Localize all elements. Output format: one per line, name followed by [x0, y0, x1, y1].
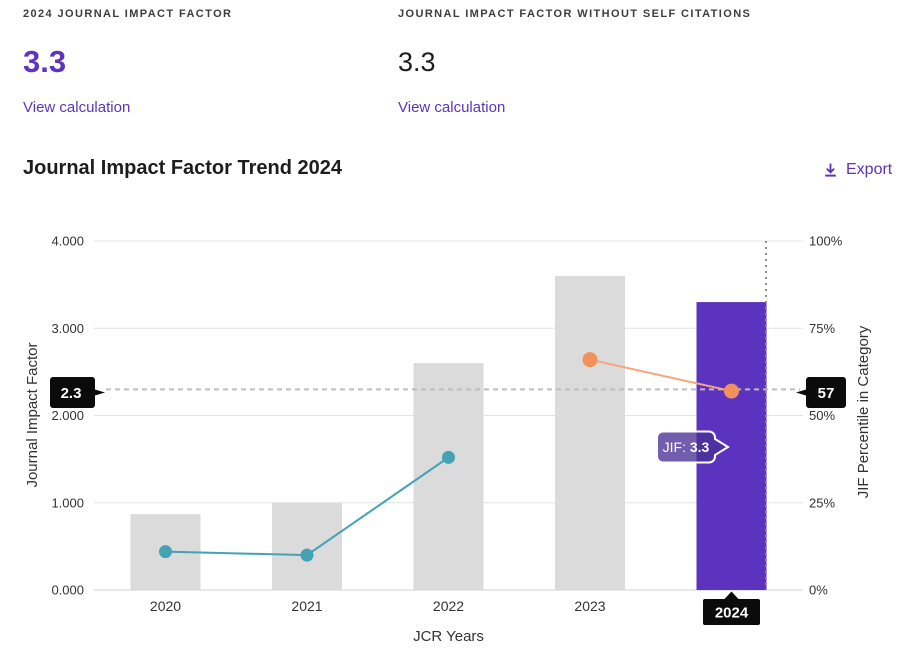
metric-label: JOURNAL IMPACT FACTOR WITHOUT SELF CITAT… — [398, 8, 752, 20]
metric-value: 3.3 — [398, 47, 436, 77]
x-axis-label: 2020 — [150, 598, 181, 614]
jif-bar-2023[interactable] — [555, 275, 625, 590]
metric-card-jif-without-self-citations: JOURNAL IMPACT FACTOR WITHOUT SELF CITAT… — [398, 8, 750, 123]
right-axis-tick: 25% — [809, 495, 835, 510]
right-axis-tick: 50% — [809, 408, 835, 423]
metric-value: 3.3 — [23, 44, 67, 79]
percentile-point-2023[interactable] — [582, 352, 598, 368]
right-axis-tick: 75% — [809, 321, 835, 336]
percentile-reference-flag — [796, 377, 846, 408]
trend-section-title: Journal Impact Factor Trend 2024 — [23, 157, 342, 179]
view-calculation-link[interactable]: View calculation — [23, 99, 131, 116]
percentile-point-2020[interactable] — [159, 545, 172, 559]
jif-bar-2022[interactable] — [413, 363, 484, 590]
percentile-line — [589, 358, 732, 393]
x-axis-label-highlighted: 2024 — [715, 605, 749, 622]
percentile-reference-value: 57 — [818, 385, 835, 402]
jif-bar-2021[interactable] — [272, 502, 342, 590]
x-label-highlight-badge — [703, 599, 760, 625]
x-axis-title: JCR Years — [413, 628, 484, 645]
jif-tooltip-text: JIF: 3.3 — [663, 439, 710, 455]
percentile-point-2021[interactable] — [300, 548, 314, 562]
left-axis-tick: 3.000 — [51, 321, 84, 336]
left-axis-tick: 0.000 — [51, 583, 84, 598]
jif-reference-flag — [50, 377, 105, 408]
export-button[interactable]: Export — [823, 161, 892, 179]
jif-reference-value: 2.3 — [61, 385, 82, 402]
x-axis-label: 2022 — [433, 598, 464, 614]
jif-tooltip — [656, 430, 730, 464]
right-axis-tick: 100% — [809, 234, 843, 249]
left-axis-tick: 1.000 — [51, 495, 84, 510]
x-axis-label: 2023 — [574, 598, 605, 614]
percentile-point-2024[interactable] — [724, 383, 739, 399]
left-axis-tick: 2.000 — [51, 408, 84, 423]
jif-trend-chart[interactable]: 4.000 100% 3.000 75% 2.000 50% 1.000 25% 0.000 0%… — [0, 220, 906, 661]
right-axis-tick: 0% — [809, 583, 828, 598]
highlight-badge-pointer — [724, 591, 739, 599]
x-axis-label: 2021 — [291, 598, 322, 614]
left-axis-title: Journal Impact Factor — [24, 342, 41, 487]
view-calculation-link[interactable]: View calculation — [398, 99, 506, 116]
download-icon — [823, 162, 838, 178]
left-axis-tick: 4.000 — [51, 234, 84, 249]
metric-label: 2024 JOURNAL IMPACT FACTOR — [23, 8, 233, 20]
metric-card-jif: 2024 JOURNAL IMPACT FACTOR 3.3 View calc… — [23, 8, 363, 123]
percentile-point-2022[interactable] — [442, 450, 455, 464]
export-label: Export — [846, 161, 893, 178]
right-axis-title: JIF Percentile in Category — [855, 325, 872, 498]
